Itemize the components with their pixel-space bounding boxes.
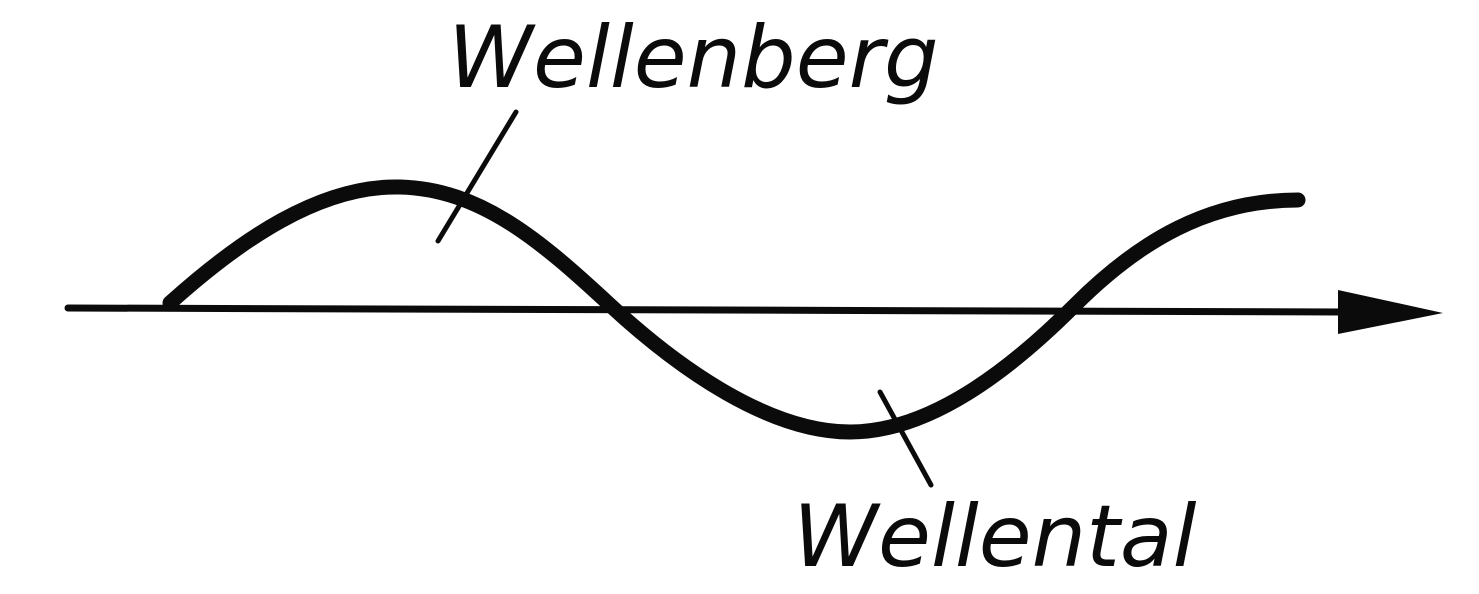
crest-label: Wellenberg [448, 8, 939, 108]
trough-leader-line [877, 389, 934, 488]
axis-arrowhead-icon [1338, 290, 1443, 334]
propagation-axis [64, 304, 1346, 316]
trough-label: Wellental [793, 487, 1197, 587]
wave-curve [162, 179, 1306, 440]
crest-leader-line [435, 109, 519, 244]
